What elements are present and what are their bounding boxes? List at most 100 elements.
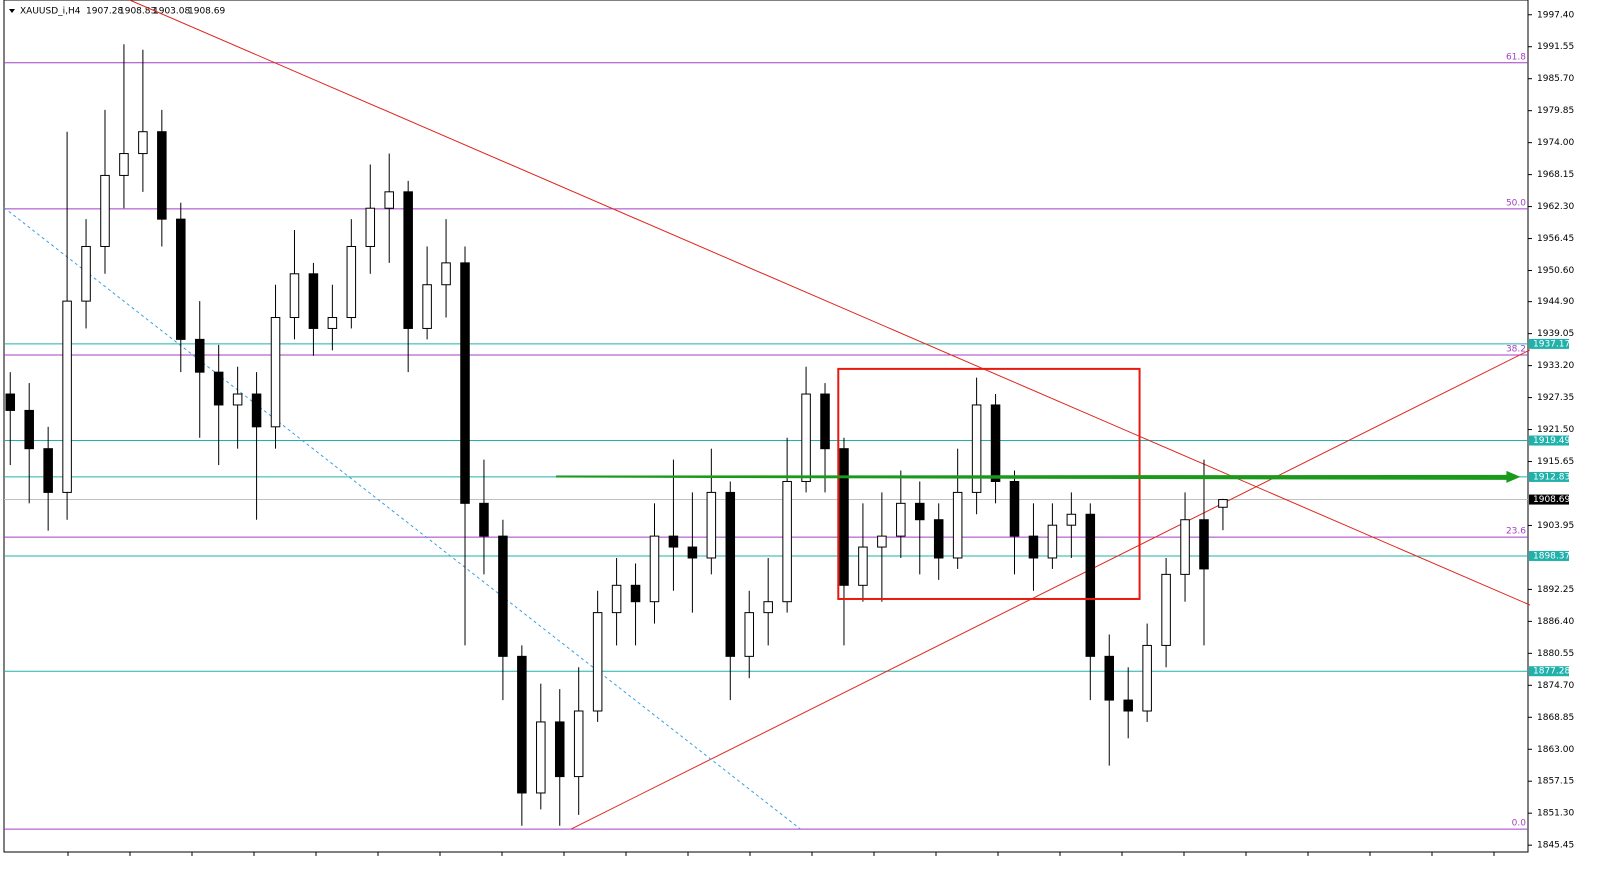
fib-label: 38.2 xyxy=(1506,345,1526,355)
y-tick-label: 1868.85 xyxy=(1537,713,1574,723)
y-tick-label: 1880.55 xyxy=(1537,649,1574,659)
candle-body xyxy=(498,535,508,657)
candle-body xyxy=(858,546,868,586)
y-tick-label: 1874.70 xyxy=(1537,681,1574,691)
symbol: XAUUSD_i,H4 xyxy=(20,7,81,17)
candle-body xyxy=(1028,535,1039,559)
level-label: 1877.28 xyxy=(1533,667,1570,677)
candle-body xyxy=(251,393,262,428)
candle-body xyxy=(289,273,300,319)
candle-body xyxy=(213,371,224,406)
fib-label: 61.8 xyxy=(1506,52,1526,62)
candle-body xyxy=(896,502,906,537)
candle-body xyxy=(687,546,698,559)
header-low: 1903.08 xyxy=(153,7,190,17)
candle-body xyxy=(536,721,546,794)
candle-body xyxy=(441,262,451,286)
candle-body xyxy=(43,448,53,493)
y-tick-label: 1968.15 xyxy=(1537,170,1574,180)
header-open: 1907.28 xyxy=(86,7,123,17)
candle-body xyxy=(422,284,432,329)
header-close: 1908.69 xyxy=(188,7,225,17)
candle-body xyxy=(81,245,91,302)
fib-label: 0.0 xyxy=(1512,819,1527,829)
y-tick-label: 1944.90 xyxy=(1537,297,1574,307)
level-label: 1919.49 xyxy=(1533,436,1570,446)
candle-body xyxy=(592,612,603,712)
candle-body xyxy=(611,584,622,614)
candle-body xyxy=(877,535,887,548)
candle-body xyxy=(706,491,717,559)
y-tick-label: 1857.15 xyxy=(1537,777,1574,787)
candle-body xyxy=(5,393,16,411)
header-high: 1908.83 xyxy=(119,7,156,17)
trendline xyxy=(3,207,801,830)
candle-body xyxy=(915,502,925,521)
candle-body xyxy=(1218,499,1228,508)
candle-body xyxy=(479,502,489,537)
candle-body xyxy=(308,273,319,329)
price-label: 1908.69 xyxy=(1533,495,1570,505)
y-tick-label: 1979.85 xyxy=(1537,106,1574,116)
level-tag xyxy=(1529,435,1569,446)
candle-body xyxy=(801,393,811,482)
candle-body xyxy=(933,519,944,559)
fib-label: 50.0 xyxy=(1506,198,1526,208)
candle-body xyxy=(24,409,34,450)
level-tag xyxy=(1529,338,1569,349)
candle-body xyxy=(1047,524,1058,559)
candle-body xyxy=(327,317,338,329)
fib-label: 23.6 xyxy=(1506,527,1526,537)
candle-body xyxy=(403,191,413,329)
candle-body xyxy=(990,404,1001,482)
candle-body xyxy=(782,480,792,603)
y-tick-label: 1974.00 xyxy=(1537,138,1574,148)
plot-frame xyxy=(3,0,1529,853)
price-tag xyxy=(1529,494,1569,505)
candle-body xyxy=(952,491,963,559)
y-tick-label: 1903.95 xyxy=(1537,521,1574,531)
candle-body xyxy=(971,404,982,493)
y-tick-label: 1933.20 xyxy=(1537,361,1574,371)
y-tick-label: 1892.25 xyxy=(1537,585,1574,595)
candle-body xyxy=(119,153,129,176)
candle-body xyxy=(1123,699,1133,712)
candle-body xyxy=(763,601,773,614)
candle-body xyxy=(725,491,736,657)
candle-body xyxy=(100,174,110,247)
candle-body xyxy=(573,710,584,778)
level-tag xyxy=(1529,666,1569,677)
candle-body xyxy=(460,262,470,504)
level-label: 1937.17 xyxy=(1533,339,1570,349)
candle-body xyxy=(157,131,167,220)
candle-body xyxy=(176,218,186,340)
candle-body xyxy=(62,300,72,493)
level-tag xyxy=(1529,550,1569,561)
candle-body xyxy=(649,535,660,603)
y-tick-label: 1886.40 xyxy=(1537,617,1574,627)
y-tick-label: 1851.30 xyxy=(1537,809,1574,819)
trendline xyxy=(570,349,1531,830)
y-tick-label: 1845.45 xyxy=(1537,841,1574,851)
level-label: 1912.83 xyxy=(1533,472,1570,482)
candle-body xyxy=(668,535,679,548)
candle-body xyxy=(1009,480,1020,537)
candle-body xyxy=(365,207,376,247)
candle-body xyxy=(194,338,205,373)
y-tick-label: 1927.35 xyxy=(1537,393,1574,403)
candle-body xyxy=(1142,644,1152,712)
y-tick-label: 1997.40 xyxy=(1537,10,1574,20)
y-tick-label: 1950.60 xyxy=(1537,266,1574,276)
candle-body xyxy=(232,393,243,406)
candle-body xyxy=(138,131,148,155)
candle-body xyxy=(1161,573,1171,646)
candle-body xyxy=(1066,513,1077,526)
arrow xyxy=(555,470,1521,483)
candle-body xyxy=(517,655,527,794)
y-tick-label: 1985.70 xyxy=(1537,74,1574,84)
y-tick-label: 1915.65 xyxy=(1537,457,1574,467)
y-tick-label: 1921.50 xyxy=(1537,425,1574,435)
y-tick-label: 1939.05 xyxy=(1537,329,1574,339)
candle-body xyxy=(1199,519,1209,570)
